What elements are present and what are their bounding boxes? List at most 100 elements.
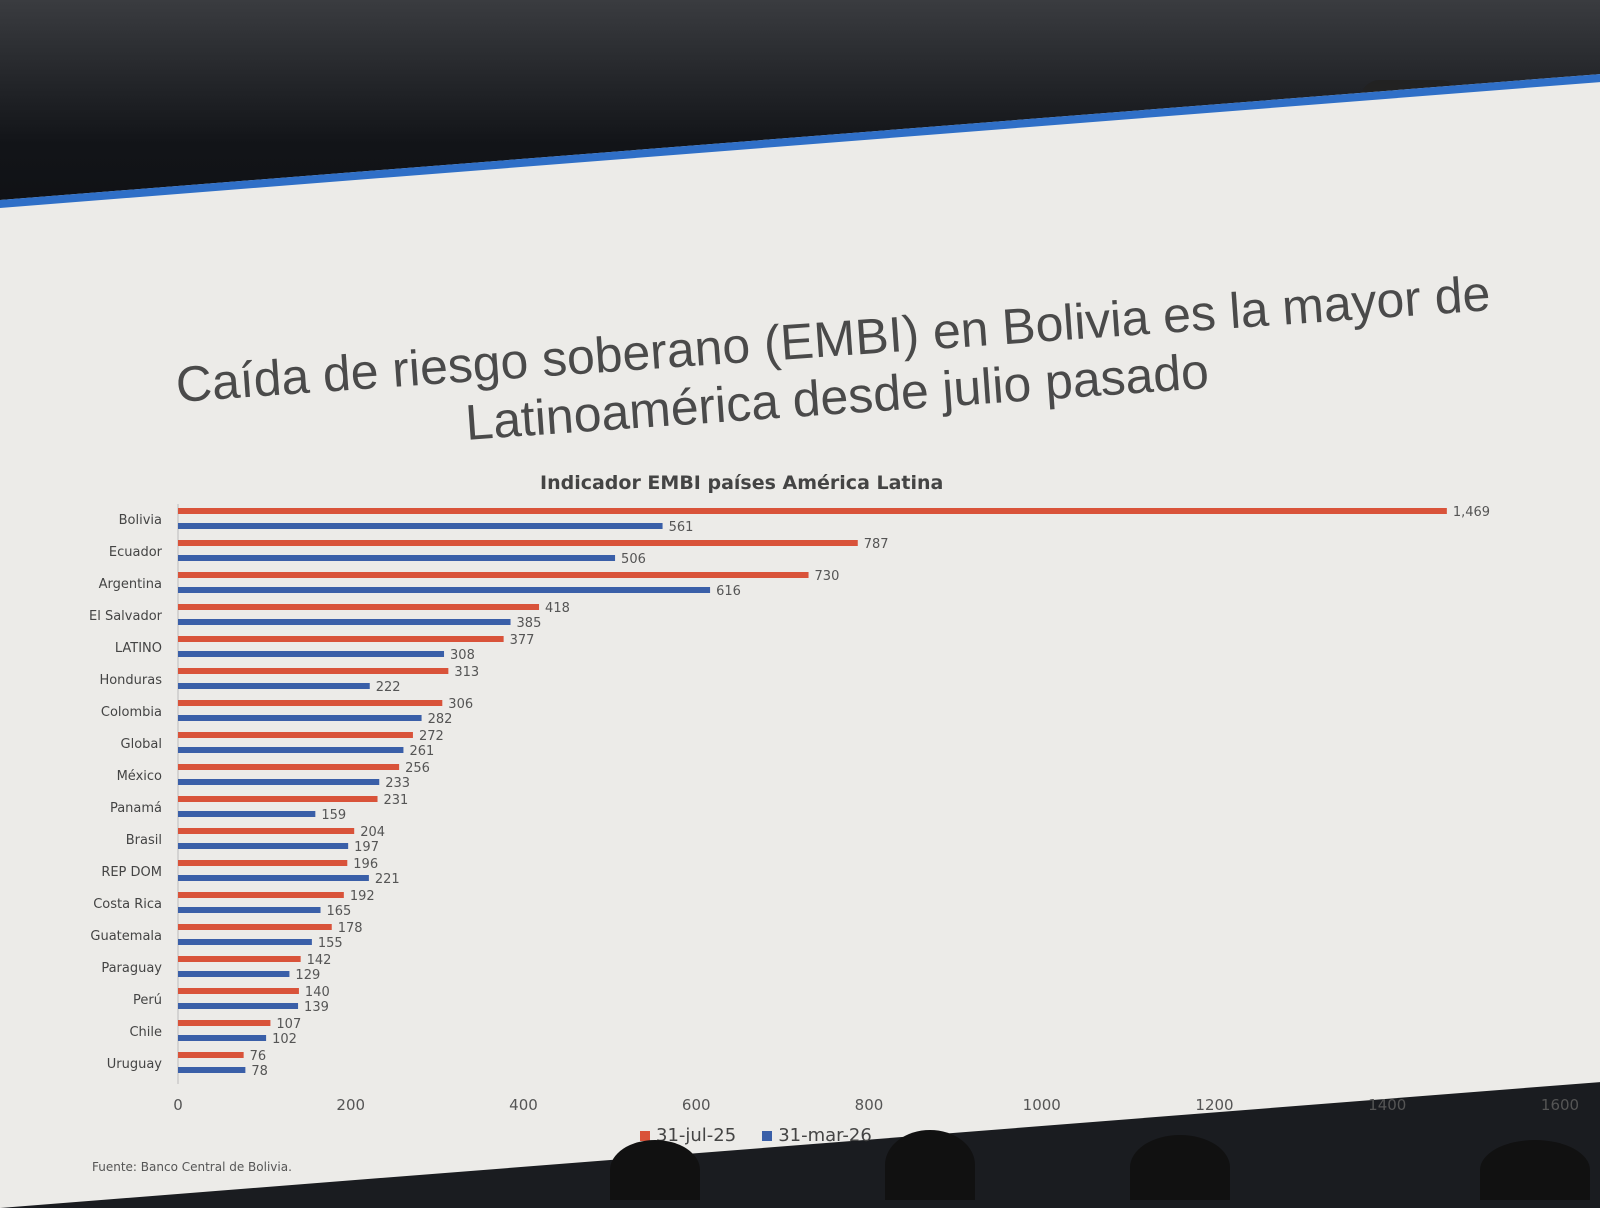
bar-mar-26 xyxy=(178,779,380,785)
bar-mar-26 xyxy=(178,587,711,593)
bar-jul-25 xyxy=(178,892,344,898)
category-label: Argentina xyxy=(99,577,162,592)
data-label: 561 xyxy=(669,520,694,535)
category-label: Panamá xyxy=(110,801,162,816)
data-label: 197 xyxy=(354,840,379,855)
bar-mar-26 xyxy=(178,683,370,689)
category-label: Honduras xyxy=(99,673,162,688)
category-label: Global xyxy=(121,737,162,752)
data-label: 155 xyxy=(318,936,343,951)
bar-mar-26 xyxy=(178,715,422,721)
data-label: 282 xyxy=(428,712,453,727)
x-tick-label: 1600 xyxy=(1541,1096,1579,1114)
bar-chart: Bolivia 1,469 561 Ecuador 787 506 Argentina 730… xyxy=(89,504,1579,1114)
data-label: 102 xyxy=(272,1032,297,1047)
bar-mar-26 xyxy=(178,1035,267,1041)
bar-mar-26 xyxy=(178,619,511,625)
data-label: 256 xyxy=(405,761,430,776)
legend-item-jul: 31-jul-25 xyxy=(640,1125,736,1146)
data-label: 221 xyxy=(375,872,400,887)
data-label: 78 xyxy=(251,1064,268,1079)
x-tick-label: 0 xyxy=(173,1096,183,1114)
category-label: Brasil xyxy=(126,833,162,848)
bar-mar-26 xyxy=(178,939,312,945)
bar-jul-25 xyxy=(178,572,809,578)
bar-jul-25 xyxy=(178,860,348,866)
bar-mar-26 xyxy=(178,1003,299,1009)
category-label: Perú xyxy=(133,993,162,1008)
bar-jul-25 xyxy=(178,636,504,642)
category-label: México xyxy=(117,769,162,784)
category-label: Costa Rica xyxy=(93,897,162,912)
data-label: 204 xyxy=(360,825,385,840)
bar-mar-26 xyxy=(178,1067,246,1073)
x-tick-label: 1000 xyxy=(1023,1096,1061,1114)
category-label: Colombia xyxy=(101,705,162,720)
slide: Caída de riesgo soberano (EMBI) en Boliv… xyxy=(0,265,1600,1200)
legend-label: 31-jul-25 xyxy=(656,1125,737,1146)
data-label: 730 xyxy=(815,569,840,584)
category-label: LATINO xyxy=(115,641,162,656)
category-label: Bolivia xyxy=(119,513,162,528)
data-label: 165 xyxy=(327,904,352,919)
bar-mar-26 xyxy=(178,555,616,561)
x-tick-label: 1400 xyxy=(1368,1096,1406,1114)
bar-jul-25 xyxy=(178,988,299,994)
bar-jul-25 xyxy=(178,764,400,770)
bar-mar-26 xyxy=(178,811,316,817)
data-label: 178 xyxy=(338,921,363,936)
data-label: 142 xyxy=(307,953,332,968)
bar-jul-25 xyxy=(178,796,378,802)
bar-jul-25 xyxy=(178,956,301,962)
audience-head xyxy=(610,1140,700,1200)
data-label: 1,469 xyxy=(1453,505,1490,520)
bar-mar-26 xyxy=(178,971,290,977)
data-label: 196 xyxy=(353,857,378,872)
data-label: 192 xyxy=(350,889,375,904)
category-label: Ecuador xyxy=(109,545,163,560)
legend-swatch xyxy=(762,1131,773,1141)
data-label: 313 xyxy=(454,665,479,680)
data-label: 261 xyxy=(409,744,434,759)
bar-jul-25 xyxy=(178,508,1447,514)
bar-jul-25 xyxy=(178,1020,271,1026)
bar-jul-25 xyxy=(178,700,443,706)
chart-title: Indicador EMBI países América Latina xyxy=(540,472,944,494)
bar-jul-25 xyxy=(178,732,413,738)
category-label: REP DOM xyxy=(101,865,162,880)
data-label: 616 xyxy=(716,584,741,599)
bar-jul-25 xyxy=(178,604,540,610)
data-label: 233 xyxy=(385,776,410,791)
category-label: Chile xyxy=(129,1025,162,1040)
x-tick-label: 600 xyxy=(682,1096,711,1114)
bar-jul-25 xyxy=(178,540,858,546)
data-label: 222 xyxy=(376,680,401,695)
bar-mar-26 xyxy=(178,875,369,881)
data-label: 787 xyxy=(864,537,889,552)
data-label: 272 xyxy=(419,729,444,744)
data-label: 159 xyxy=(321,808,346,823)
data-label: 308 xyxy=(450,648,475,663)
legend-swatch xyxy=(640,1131,650,1141)
legend-label: 31-mar-26 xyxy=(778,1125,872,1146)
data-label: 306 xyxy=(448,697,473,712)
category-label: Paraguay xyxy=(101,961,162,976)
bar-mar-26 xyxy=(178,651,445,657)
data-label: 385 xyxy=(517,616,542,631)
data-label: 76 xyxy=(250,1049,267,1064)
category-label: Guatemala xyxy=(90,929,162,944)
x-tick-label: 200 xyxy=(336,1096,365,1114)
bar-mar-26 xyxy=(178,747,404,753)
data-label: 140 xyxy=(305,985,330,1000)
bar-jul-25 xyxy=(178,1052,244,1058)
bar-jul-25 xyxy=(178,828,355,834)
bar-mar-26 xyxy=(178,843,349,849)
bar-jul-25 xyxy=(178,668,449,674)
bar-jul-25 xyxy=(178,924,332,930)
data-label: 231 xyxy=(384,793,409,808)
data-label: 506 xyxy=(621,552,646,567)
x-tick-label: 800 xyxy=(855,1096,884,1114)
data-label: 129 xyxy=(295,968,320,983)
bar-mar-26 xyxy=(178,907,321,913)
data-label: 107 xyxy=(276,1017,301,1032)
